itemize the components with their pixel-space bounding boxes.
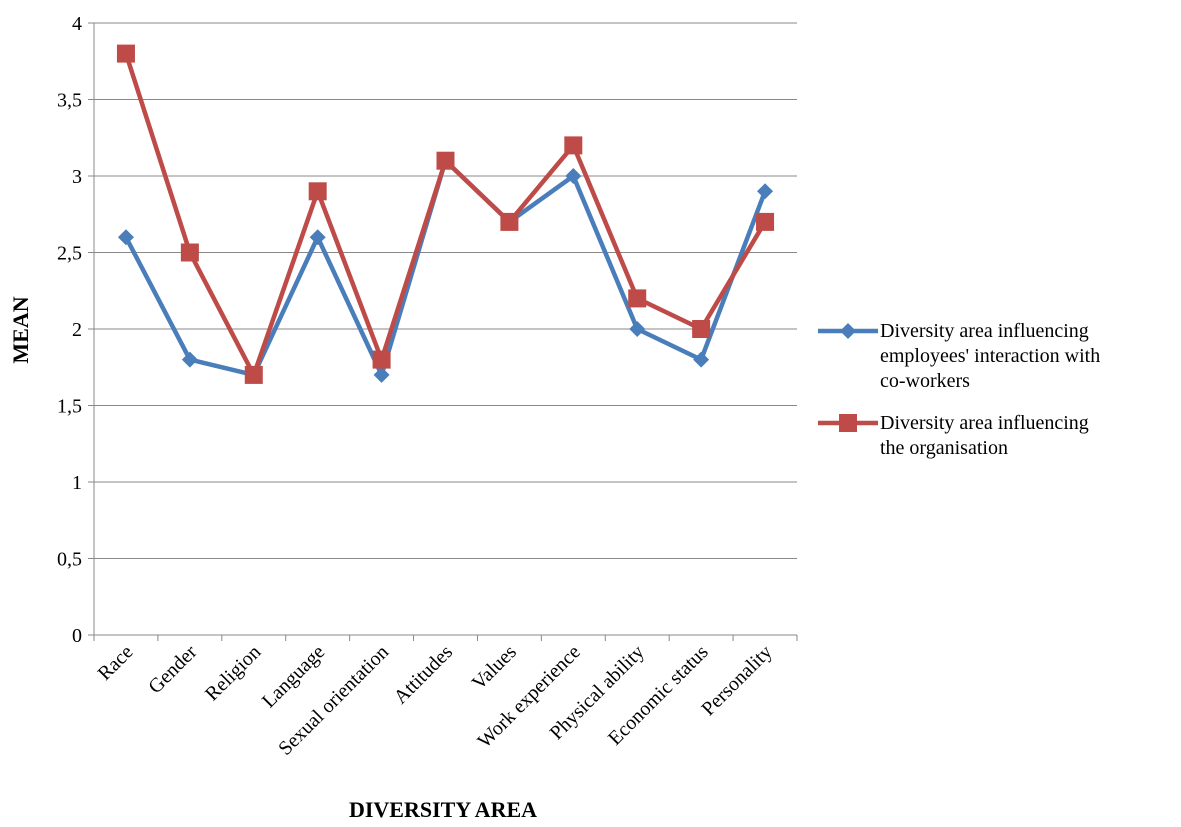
y-tick-label: 4 bbox=[72, 13, 82, 35]
legend-swatch-marker bbox=[840, 323, 856, 339]
series-1-point bbox=[373, 366, 390, 383]
y-tick-label: 0 bbox=[72, 625, 82, 647]
legend-label: Diversity area influencing bbox=[880, 412, 1089, 434]
series-2-point bbox=[500, 212, 519, 231]
series-1-point bbox=[181, 351, 198, 368]
series-2-point bbox=[244, 365, 263, 384]
legend-label: the organisation bbox=[880, 437, 1008, 459]
series-2 bbox=[116, 44, 775, 384]
x-tick-label: Attitudes bbox=[390, 641, 458, 709]
series-2-line bbox=[123, 52, 767, 378]
x-tick-label: Race bbox=[94, 641, 138, 685]
y-tick-label: 1 bbox=[72, 472, 82, 494]
series-2-point bbox=[372, 350, 391, 369]
series-1-point bbox=[565, 168, 582, 184]
x-tick-label: Values bbox=[468, 641, 521, 694]
series-1-point bbox=[629, 321, 646, 337]
x-tick-label: Sexual orientation bbox=[274, 641, 393, 760]
series-1-point bbox=[757, 183, 774, 200]
legend-label: Diversity area influencing bbox=[880, 320, 1089, 342]
y-tick-label: 3 bbox=[72, 166, 82, 188]
y-tick-labels: 0 0,5 1 1,5 2 2,5 3 3,5 4 bbox=[57, 13, 82, 647]
series-2-point bbox=[756, 212, 775, 231]
series-2-point bbox=[692, 320, 711, 338]
legend-swatch-marker bbox=[839, 414, 857, 432]
x-tick-label: Religion bbox=[201, 641, 265, 705]
y-tick-label: 3,5 bbox=[57, 90, 82, 112]
x-axis-title: DIVERSITY AREA bbox=[349, 797, 537, 822]
legend-label: co-workers bbox=[880, 370, 970, 392]
y-axis-title: MEAN bbox=[8, 296, 33, 363]
x-tick-label: Personality bbox=[697, 641, 776, 720]
series-2-point bbox=[628, 289, 647, 308]
series-2-point bbox=[436, 151, 455, 170]
series-1-point bbox=[117, 229, 134, 246]
y-tick-label: 2 bbox=[72, 319, 82, 341]
series-2-point bbox=[308, 182, 327, 201]
legend-label: employees' interaction with bbox=[880, 345, 1100, 367]
y-tick-label: 1,5 bbox=[57, 396, 82, 418]
series-group bbox=[116, 44, 775, 384]
series-1-point bbox=[309, 229, 326, 246]
axes bbox=[93, 23, 798, 641]
gridlines bbox=[88, 22, 797, 636]
x-tick-label: Gender bbox=[144, 641, 201, 698]
legend-item-1: Diversity area influencing employees' int… bbox=[818, 320, 1100, 392]
legend-item-2: Diversity area influencing the organisati… bbox=[818, 412, 1089, 459]
series-2-point bbox=[116, 44, 135, 63]
legend: Diversity area influencing employees' int… bbox=[818, 320, 1100, 459]
series-1-line bbox=[123, 158, 768, 378]
y-tick-label: 2,5 bbox=[57, 243, 82, 265]
series-2-point bbox=[564, 136, 583, 155]
series-1-point bbox=[693, 351, 710, 368]
series-1 bbox=[117, 152, 774, 383]
y-tick-label: 0,5 bbox=[57, 549, 82, 571]
series-2-point bbox=[180, 243, 199, 262]
